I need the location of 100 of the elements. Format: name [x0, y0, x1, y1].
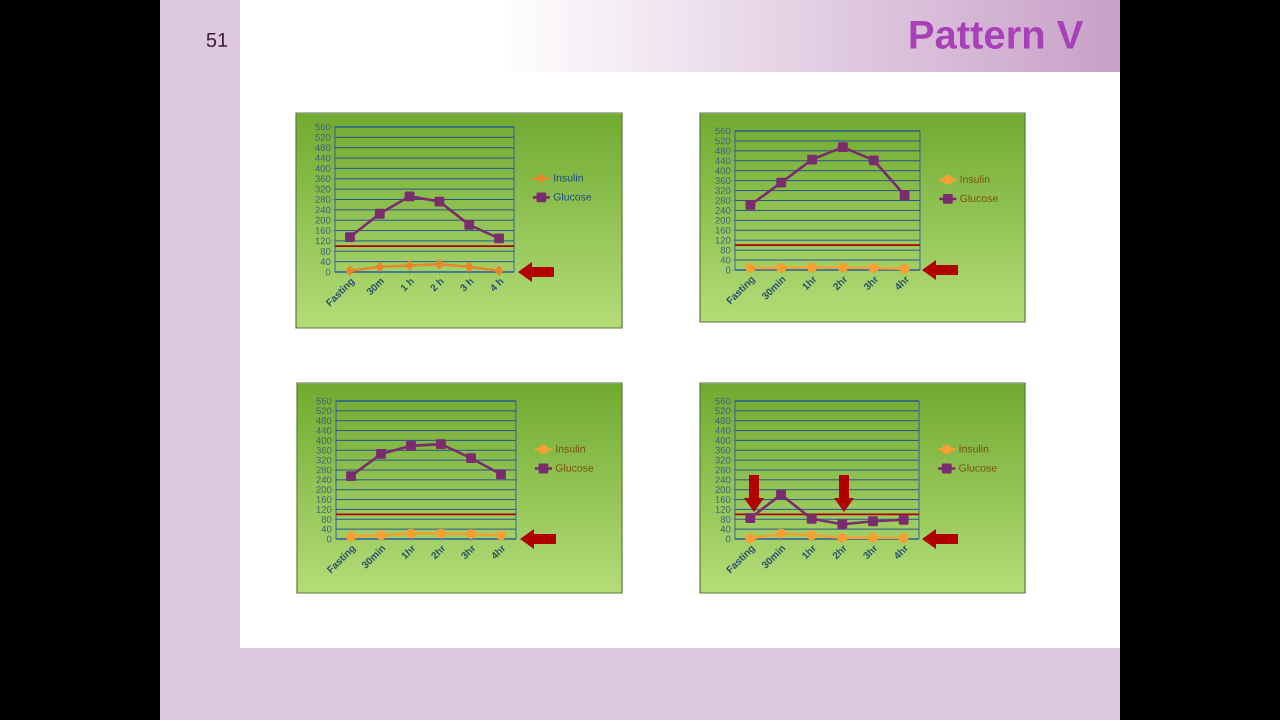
point [776, 489, 786, 500]
y-tick-label: 560 [715, 397, 731, 405]
y-tick-label: 320 [715, 187, 731, 194]
point [837, 519, 848, 530]
y-tick-label: 80 [720, 246, 731, 254]
y-tick-label: 0 [325, 268, 331, 276]
point [868, 155, 879, 166]
point [404, 191, 415, 202]
y-tick-label: 40 [320, 258, 331, 265]
point [745, 533, 756, 544]
point [807, 262, 817, 273]
y-tick-label: 120 [316, 506, 332, 513]
point [776, 177, 787, 188]
point [838, 142, 848, 153]
y-tick-label: 200 [316, 486, 332, 494]
x-tick-label: 3hr [461, 545, 475, 559]
legend-label: Glucose [553, 192, 592, 201]
x-tick-label: 1hr [802, 276, 816, 291]
x-tick-label: 3 h [460, 279, 474, 292]
point [436, 439, 446, 450]
point [374, 208, 385, 219]
x-tick-label: 2hr [431, 545, 445, 560]
y-tick-label: 360 [316, 446, 332, 454]
x-tick-label: 4hr [492, 545, 505, 559]
point [898, 533, 909, 544]
y-tick-label: 480 [715, 147, 731, 155]
point [436, 528, 446, 539]
y-tick-label: 120 [715, 506, 731, 513]
y-tick-label: 40 [720, 525, 731, 533]
point [494, 233, 504, 244]
point [406, 440, 416, 451]
point [806, 530, 817, 541]
point [435, 259, 444, 270]
y-tick-label: 80 [720, 515, 731, 523]
y-tick-label: 520 [316, 407, 332, 415]
point [405, 260, 414, 271]
point [376, 449, 386, 459]
y-tick-label: 400 [715, 167, 731, 175]
point [345, 232, 355, 242]
point [899, 263, 910, 274]
y-tick-label: 0 [725, 535, 731, 543]
point [465, 261, 474, 272]
y-tick-label: 120 [715, 236, 731, 244]
point [837, 532, 848, 543]
y-tick-label: 360 [315, 175, 331, 183]
y-tick-label: 560 [315, 123, 331, 131]
point [466, 529, 476, 539]
x-tick-label: 4 h [491, 279, 504, 291]
y-tick-label: 200 [715, 216, 731, 224]
x-tick-label: 4hr [896, 276, 909, 290]
legend-label: Insulin [960, 175, 990, 183]
y-tick-label: 160 [715, 496, 731, 503]
point [776, 528, 786, 539]
y-tick-label: 480 [715, 417, 731, 425]
x-tick-label: 30m [366, 278, 385, 295]
x-tick-label: 2 h [430, 279, 445, 292]
y-tick-label: 160 [315, 227, 331, 234]
point [375, 261, 384, 272]
y-tick-label: 160 [715, 226, 731, 234]
point [346, 531, 356, 542]
point [868, 532, 878, 543]
text: 51 [206, 33, 228, 47]
y-tick-label: 160 [316, 496, 332, 503]
y-tick-label: 0 [725, 266, 731, 274]
y-tick-label: 280 [315, 196, 331, 203]
x-tick-label: 3hr [864, 276, 878, 290]
point [745, 513, 756, 523]
point [745, 263, 756, 273]
y-tick-label: 80 [321, 515, 332, 523]
point [496, 530, 506, 541]
point [899, 190, 910, 200]
x-tick-label: 3hr [863, 545, 877, 559]
x-tick-label: 2hr [833, 276, 847, 291]
y-tick-label: 280 [715, 197, 731, 204]
y-tick-label: 440 [316, 427, 332, 434]
x-tick-label: 1hr [401, 545, 415, 560]
legend-label: Insulin [554, 173, 583, 182]
y-tick-label: 40 [321, 525, 332, 533]
y-tick-label: 320 [316, 456, 332, 464]
y-tick-label: 480 [315, 144, 331, 152]
y-tick-label: 440 [315, 154, 331, 162]
y-tick-label: 440 [715, 157, 731, 165]
point [838, 262, 848, 273]
point [466, 453, 476, 464]
y-tick-label: 280 [316, 466, 332, 474]
y-tick-label: 80 [320, 247, 331, 255]
y-tick-label: 560 [316, 397, 332, 405]
x-tick-label: 1hr [802, 545, 816, 560]
y-tick-label: 320 [715, 456, 731, 464]
legend-label: Insulin [556, 444, 585, 453]
y-tick-label: 200 [715, 486, 731, 494]
y-tick-label: 240 [715, 476, 731, 484]
legend-label: Glucose [959, 463, 997, 472]
y-tick-label: 560 [715, 127, 731, 135]
legend-label: Insulin [959, 444, 989, 453]
point [346, 471, 356, 482]
y-tick-label: 400 [316, 437, 332, 444]
y-tick-label: 520 [715, 137, 731, 145]
point [868, 516, 878, 527]
point [806, 513, 817, 524]
